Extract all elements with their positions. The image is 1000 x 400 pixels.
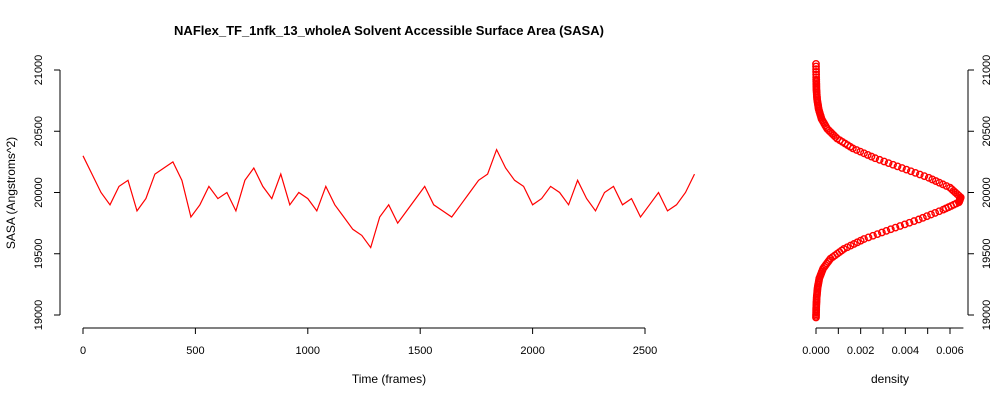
main-plot: 19000 19500 20000 20500 21000 0 500 1000 1500 20… <box>4 55 696 386</box>
density-point <box>884 159 893 168</box>
density-y-tick-label: 20000 <box>981 177 993 208</box>
sasa-series-line <box>82 148 696 249</box>
main-x-axis-label: Time (frames) <box>352 372 426 386</box>
density-point <box>893 162 902 171</box>
density-point <box>927 210 935 219</box>
density-x-tick-label: 0.006 <box>936 345 964 357</box>
density-point <box>863 151 872 159</box>
density-point <box>923 212 931 221</box>
density-point <box>905 218 914 227</box>
chart-title: NAFlex_TF_1nfk_13_wholeA Solvent Accessi… <box>174 23 604 38</box>
density-point <box>896 222 905 230</box>
density-point <box>935 207 944 216</box>
density-point <box>880 157 889 166</box>
density-point <box>873 230 882 239</box>
density-point <box>867 152 876 161</box>
density-point <box>924 173 933 182</box>
main-x-tick-label: 2500 <box>633 345 657 357</box>
density-point <box>812 62 820 71</box>
density-point <box>911 168 920 177</box>
density-y-tick-label: 19500 <box>981 238 993 269</box>
density-point <box>812 70 821 79</box>
main-x-tick-label: 2000 <box>520 345 544 357</box>
density-point <box>812 65 820 74</box>
density-point <box>812 59 820 68</box>
density-point <box>875 155 884 164</box>
density-point <box>877 228 886 237</box>
density-point <box>856 147 865 156</box>
main-y-axis: 19000 19500 20000 20500 21000 <box>33 55 61 331</box>
main-x-tick-label: 1000 <box>296 345 320 357</box>
main-y-tick-label: 19500 <box>33 238 45 269</box>
density-x-axis: 0.000 0.002 0.004 0.006 <box>802 327 964 357</box>
density-y-tick-label: 20500 <box>981 116 993 147</box>
density-point <box>889 160 897 169</box>
density-point <box>871 154 880 163</box>
density-points <box>812 59 965 322</box>
density-point <box>869 231 877 240</box>
density-point <box>852 146 861 154</box>
main-y-tick-label: 20500 <box>33 116 45 147</box>
density-x-tick-label: 0.000 <box>802 345 830 357</box>
main-y-tick-label: 20000 <box>33 177 45 208</box>
main-x-axis: 0 500 1000 1500 2000 2500 <box>80 327 657 357</box>
density-point <box>907 167 915 176</box>
main-y-axis-label: SASA (Angstroms^2) <box>4 137 18 249</box>
main-y-tick-label: 19000 <box>33 300 45 331</box>
density-y-tick-label: 19000 <box>981 300 993 331</box>
main-x-tick-label: 0 <box>80 345 86 357</box>
density-point <box>931 209 940 217</box>
main-y-tick-label: 21000 <box>33 55 45 86</box>
density-y-tick-label: 21000 <box>981 55 993 86</box>
density-point <box>918 213 927 222</box>
density-x-tick-label: 0.002 <box>847 345 875 357</box>
density-point <box>914 215 923 224</box>
density-point <box>915 170 924 179</box>
density-point <box>900 220 909 229</box>
density-point <box>920 172 929 181</box>
density-point <box>864 233 873 242</box>
main-x-tick-label: 500 <box>186 345 204 357</box>
density-x-tick-label: 0.004 <box>892 345 920 357</box>
density-point <box>910 217 918 225</box>
density-y-axis: 19000 19500 20000 20500 21000 <box>967 55 993 331</box>
density-point <box>860 235 868 243</box>
main-x-tick-label: 1500 <box>408 345 432 357</box>
density-point <box>886 225 895 234</box>
density-point <box>812 75 821 84</box>
density-point <box>860 149 868 158</box>
density-point <box>891 223 900 232</box>
density-point <box>812 67 821 76</box>
density-point <box>882 226 891 235</box>
density-point <box>902 165 911 174</box>
density-point <box>812 73 821 82</box>
density-x-axis-label: density <box>871 372 909 386</box>
density-point <box>898 164 906 172</box>
